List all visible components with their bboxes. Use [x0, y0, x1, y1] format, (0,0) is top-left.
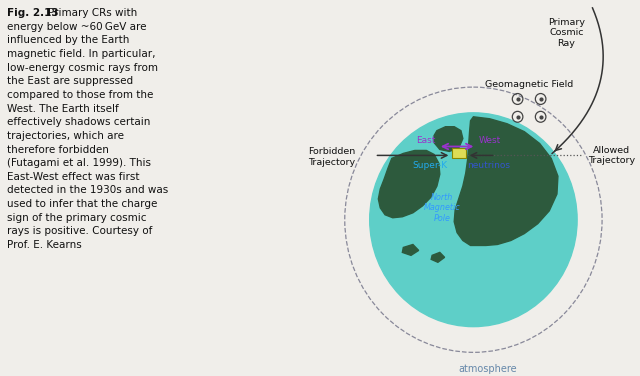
Polygon shape: [431, 252, 445, 262]
Text: used to infer that the charge: used to infer that the charge: [7, 199, 157, 209]
Text: compared to those from the: compared to those from the: [7, 90, 153, 100]
Polygon shape: [454, 117, 558, 246]
Polygon shape: [434, 127, 463, 152]
Text: energy below ~60 GeV are: energy below ~60 GeV are: [7, 21, 146, 32]
Text: Primary
Cosmic
Ray: Primary Cosmic Ray: [548, 18, 585, 48]
Text: therefore forbidden: therefore forbidden: [7, 144, 109, 155]
Text: North
Magnetic
Pole: North Magnetic Pole: [424, 193, 460, 223]
Text: (Futagami et al. 1999). This: (Futagami et al. 1999). This: [7, 158, 151, 168]
Polygon shape: [378, 150, 440, 218]
Bar: [452, 149, 466, 158]
Text: Geomagnetic Field: Geomagnetic Field: [485, 80, 573, 89]
Text: Prof. E. Kearns: Prof. E. Kearns: [7, 240, 81, 250]
Text: East: East: [417, 135, 436, 144]
Text: Super-K: Super-K: [412, 161, 447, 170]
Text: trajectories, which are: trajectories, which are: [7, 131, 124, 141]
Text: magnetic field. In particular,: magnetic field. In particular,: [7, 49, 156, 59]
Text: rays is positive. Courtesy of: rays is positive. Courtesy of: [7, 226, 152, 237]
Text: Fig. 2.13: Fig. 2.13: [7, 8, 58, 18]
Circle shape: [370, 113, 577, 327]
Text: the East are suppressed: the East are suppressed: [7, 76, 133, 86]
Text: effectively shadows certain: effectively shadows certain: [7, 117, 150, 127]
Polygon shape: [478, 120, 497, 136]
Text: East-West effect was first: East-West effect was first: [7, 172, 140, 182]
Text: Allowed
Trajectory: Allowed Trajectory: [588, 146, 635, 165]
Text: West: West: [478, 135, 500, 144]
Text: neutrinos: neutrinos: [467, 161, 509, 170]
Text: detected in the 1930s and was: detected in the 1930s and was: [7, 185, 168, 196]
Text: Forbidden
Trajectory: Forbidden Trajectory: [308, 147, 355, 167]
Text: atmosphere: atmosphere: [458, 364, 517, 374]
Text: low-energy cosmic rays from: low-energy cosmic rays from: [7, 62, 157, 73]
Text: West. The Earth itself: West. The Earth itself: [7, 103, 118, 114]
Text: influenced by the Earth: influenced by the Earth: [7, 35, 129, 45]
Text: Primary CRs with: Primary CRs with: [48, 8, 137, 18]
Polygon shape: [403, 244, 419, 255]
Text: sign of the primary cosmic: sign of the primary cosmic: [7, 213, 146, 223]
